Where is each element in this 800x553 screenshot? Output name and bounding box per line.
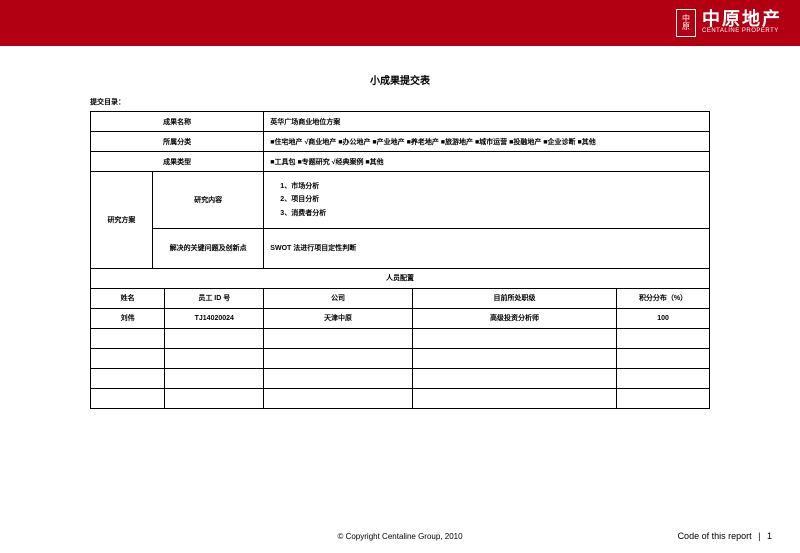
people-row-empty-2	[91, 348, 710, 368]
cat-value: ■住宅地产 √商业地产 ■办公地产 ■产业地产 ■养老地产 ■旅游地产 ■城市运…	[264, 132, 710, 152]
people-row-empty-1	[91, 328, 710, 348]
people-row-empty-4	[91, 388, 710, 408]
code-label: Code of this report	[678, 531, 752, 541]
row-type: 成果类型 ■工具包 ■专题研究 √经典案例 ■其他	[91, 152, 710, 172]
people-row-1: 刘伟 TJ14020024 天津中原 高级投资分析师 100	[91, 308, 710, 328]
report-code: Code of this report | 1	[678, 531, 772, 541]
type-label: 成果类型	[91, 152, 264, 172]
col-company: 公司	[264, 288, 413, 308]
logo-mark: 中 原	[676, 9, 696, 37]
page-number: 1	[767, 531, 772, 541]
content-label: 研究内容	[152, 172, 263, 229]
name-label: 成果名称	[91, 112, 264, 132]
page-title: 小成果提交表	[90, 72, 710, 87]
p1-company: 天津中原	[264, 308, 413, 328]
logo-en: CENTALINE PROPERTY	[702, 28, 782, 35]
people-section-row: 人员配置	[91, 268, 710, 288]
col-rank: 目前所处职级	[412, 288, 616, 308]
logo-text: 中原地产 CENTALINE PROPERTY	[702, 10, 782, 35]
logo-cn: 中原地产	[702, 10, 782, 28]
col-id: 员工 ID 号	[165, 288, 264, 308]
document-body: 小成果提交表 提交目录： 成果名称 英华广场商业地位方案 所属分类 ■住宅地产 …	[0, 46, 800, 409]
content-item-3: 3、消费者分析	[280, 207, 703, 220]
people-header-row: 姓名 员工 ID 号 公司 目前所处职级 积分分布（%）	[91, 288, 710, 308]
keyq-value: SWOT 法进行项目定性判断	[264, 228, 710, 268]
content-item-2: 2、项目分析	[280, 193, 703, 206]
brand-header: 中 原 中原地产 CENTALINE PROPERTY	[0, 0, 800, 46]
logo: 中 原 中原地产 CENTALINE PROPERTY	[676, 9, 782, 37]
people-row-empty-3	[91, 368, 710, 388]
p1-name: 刘伟	[91, 308, 165, 328]
row-name: 成果名称 英华广场商业地位方案	[91, 112, 710, 132]
row-research-content: 研究方案 研究内容 1、市场分析 2、项目分析 3、消费者分析	[91, 172, 710, 229]
name-value: 英华广场商业地位方案	[264, 112, 710, 132]
keyq-label: 解决的关键问题及创新点	[152, 228, 263, 268]
content-list: 1、市场分析 2、项目分析 3、消费者分析	[264, 172, 710, 229]
p1-rank: 高级投资分析师	[412, 308, 616, 328]
p1-score: 100	[617, 308, 710, 328]
code-separator: |	[758, 531, 760, 541]
row-category: 所属分类 ■住宅地产 √商业地产 ■办公地产 ■产业地产 ■养老地产 ■旅游地产…	[91, 132, 710, 152]
p1-id: TJ14020024	[165, 308, 264, 328]
cat-label: 所属分类	[91, 132, 264, 152]
copyright-text: © Copyright Centaline Group, 2010	[337, 532, 462, 541]
people-table: 人员配置 姓名 员工 ID 号 公司 目前所处职级 积分分布（%） 刘伟 TJ1…	[90, 268, 710, 409]
plan-label: 研究方案	[91, 172, 153, 269]
row-keyquestion: 解决的关键问题及创新点 SWOT 法进行项目定性判断	[91, 228, 710, 268]
type-value: ■工具包 ■专题研究 √经典案例 ■其他	[264, 152, 710, 172]
submission-table: 成果名称 英华广场商业地位方案 所属分类 ■住宅地产 √商业地产 ■办公地产 ■…	[90, 111, 710, 269]
submit-dir-label: 提交目录：	[90, 97, 710, 107]
content-item-1: 1、市场分析	[280, 180, 703, 193]
col-name: 姓名	[91, 288, 165, 308]
col-score: 积分分布（%）	[617, 288, 710, 308]
people-section-title: 人员配置	[91, 268, 710, 288]
logo-mark-bottom: 原	[682, 23, 690, 31]
